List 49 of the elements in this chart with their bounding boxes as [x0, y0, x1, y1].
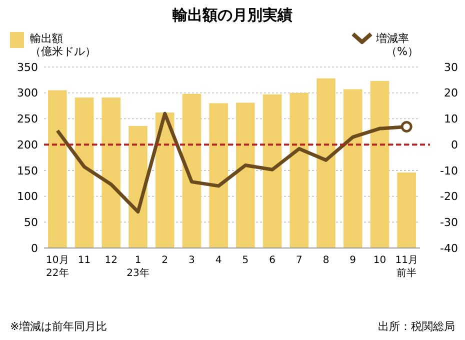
x-tick-label: 10: [373, 255, 386, 266]
y-tick-label: 250: [17, 112, 38, 126]
bar: [128, 126, 148, 248]
text: ※増減は前年同月比: [10, 320, 108, 333]
y-tick-label: 50: [24, 216, 38, 229]
y-tick-label: 150: [17, 164, 38, 178]
y-tick-label: 0: [31, 242, 38, 255]
bar: [343, 89, 362, 248]
bar: [397, 172, 416, 248]
bar: [370, 80, 390, 248]
y2-tick-label: -40: [440, 242, 458, 255]
x-tick-label: 11: [78, 255, 91, 266]
bar: [155, 112, 174, 248]
y-tick-label: 350: [17, 60, 38, 74]
legend-label: 増減率（%）: [375, 32, 418, 58]
x-tick-label: 9: [350, 255, 356, 266]
bar: [102, 98, 121, 248]
y-tick-label: 100: [17, 190, 38, 204]
bar: [316, 78, 336, 248]
x-tick-label: 7: [296, 255, 302, 266]
x-tick-label: 4: [215, 255, 222, 266]
text: 出所：税関総局: [378, 320, 455, 333]
x-tick-label: 5: [242, 255, 249, 266]
bar: [262, 94, 282, 248]
x-tick-label: 11月前半: [395, 255, 418, 279]
bar: [48, 90, 67, 248]
bar: [74, 98, 94, 248]
x-tick-label: 10月22年: [46, 255, 69, 279]
y2-tick-label: 0: [451, 138, 458, 152]
y2-tick-label: -30: [440, 216, 458, 229]
y2-tick-label: 30: [444, 60, 458, 74]
y-tick-label: 200: [17, 138, 38, 152]
y2-tick-label: -20: [440, 190, 458, 204]
y2-tick-label: 20: [444, 86, 458, 100]
legend-label: 輸出額（億米ドル）: [30, 32, 96, 58]
y2-tick-label: 10: [444, 112, 458, 126]
x-tick-label: 123年: [126, 255, 150, 279]
x-tick-label: 3: [188, 255, 195, 266]
bar: [236, 102, 255, 248]
bar: [209, 103, 228, 248]
x-tick-label: 8: [322, 255, 330, 266]
x-tick-label: 6: [269, 255, 276, 266]
y-tick-label: 300: [17, 86, 38, 100]
x-tick-label: 2: [162, 255, 168, 266]
y2-tick-label: -10: [440, 164, 458, 178]
x-tick-label: 12: [104, 255, 118, 266]
chart-title: 輸出額の月別実績: [172, 6, 292, 24]
bar: [290, 92, 309, 248]
bar: [182, 94, 202, 248]
